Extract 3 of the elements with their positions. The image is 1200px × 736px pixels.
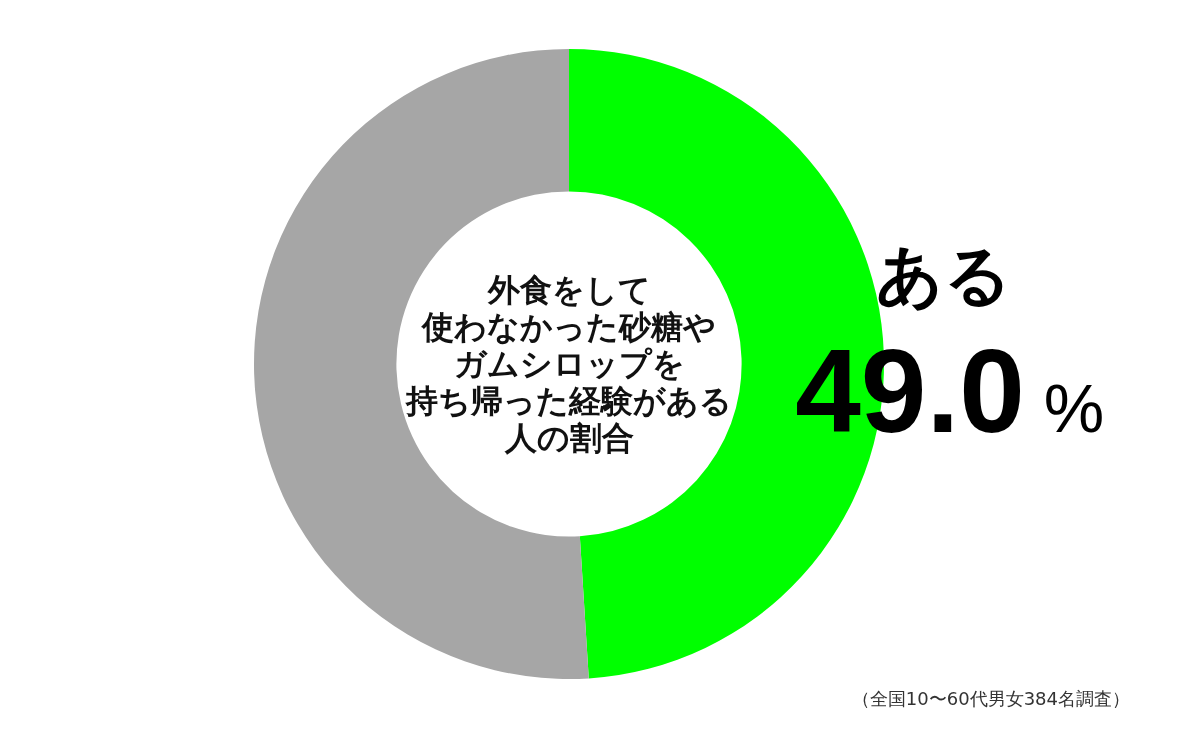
text: （全国10〜60代男女384名調査） (851, 688, 1130, 709)
title: 外食をして使わなかった砂糖やガムシロップを持ち帰った経験がある人の割合 (404, 269, 733, 459)
slice-label: ある (875, 237, 1012, 315)
